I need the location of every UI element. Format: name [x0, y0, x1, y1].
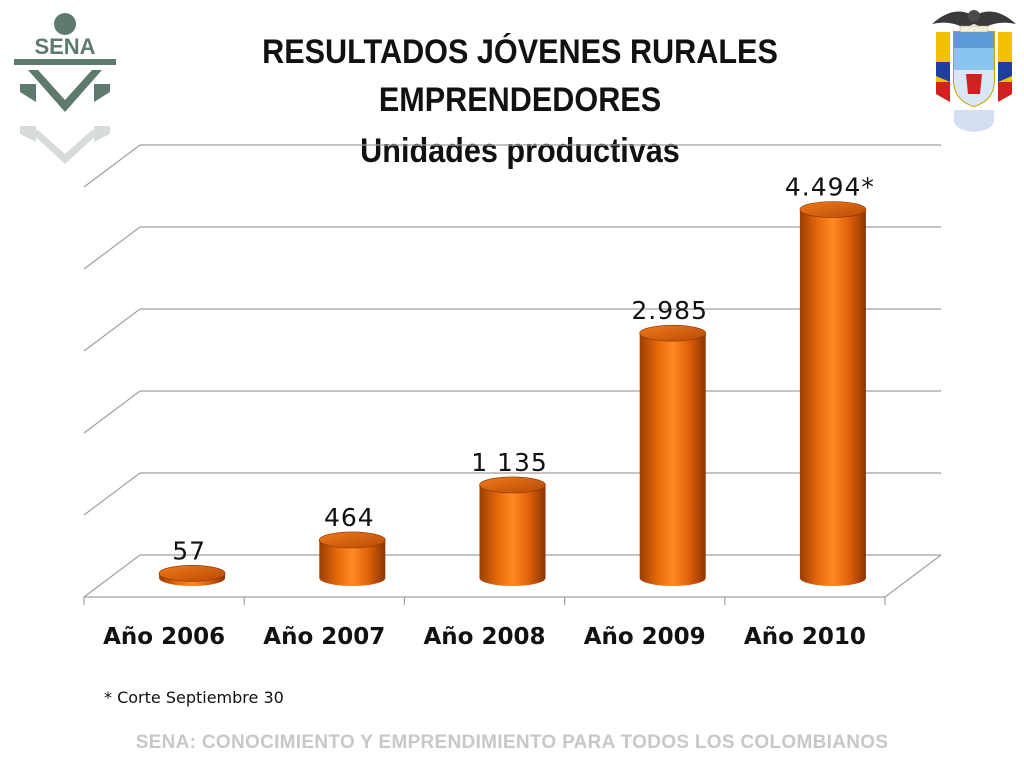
bar-top	[158, 565, 226, 582]
bar-body	[479, 484, 546, 586]
category-label: Año 2010	[744, 624, 866, 650]
bar	[318, 531, 386, 586]
category-label: Año 2008	[424, 624, 546, 650]
bar-top	[479, 476, 546, 494]
slide-title: RESULTADOS JÓVENES RURALES EMPRENDEDORES…	[180, 28, 860, 178]
gridline-depth	[83, 144, 141, 188]
bar	[479, 476, 546, 586]
sena-logo-head	[54, 13, 76, 35]
coat-of-arms-logo	[932, 10, 1016, 132]
bar-body	[639, 333, 706, 586]
gridline-depth	[83, 554, 141, 598]
category-label: Año 2009	[584, 624, 706, 650]
bar	[799, 201, 867, 586]
data-label: 1 135	[471, 448, 548, 477]
data-label: 57	[172, 536, 206, 565]
bar	[639, 324, 707, 586]
gridline-depth	[83, 472, 141, 516]
sena-logo: SENA	[14, 13, 116, 164]
bar-top	[639, 324, 707, 342]
gridline-depth	[83, 308, 141, 352]
title-line-1: RESULTADOS JÓVENES RURALES	[262, 33, 778, 71]
title-subtitle: Unidades productivas	[360, 132, 680, 170]
bar-body	[799, 209, 866, 586]
bar-body	[319, 539, 386, 586]
bar	[158, 565, 226, 586]
sena-logo-text: SENA	[34, 34, 95, 59]
footnote: * Corte Septiembre 30	[104, 688, 284, 707]
bar-top	[799, 201, 867, 218]
gridline-depth	[83, 390, 141, 434]
gridline-depth	[83, 226, 141, 270]
floor-edge-right	[884, 554, 942, 598]
bar-top	[318, 531, 386, 549]
data-label: 464	[324, 503, 375, 532]
category-label: Año 2007	[263, 624, 385, 650]
data-label: 4.494*	[785, 172, 875, 201]
data-label: 2.985	[631, 296, 708, 325]
category-label: Año 2006	[103, 624, 225, 650]
title-line-2: EMPRENDEDORES	[378, 81, 662, 119]
footer-slogan: SENA: CONOCIMIENTO Y EMPRENDIMIENTO PARA…	[135, 732, 889, 753]
